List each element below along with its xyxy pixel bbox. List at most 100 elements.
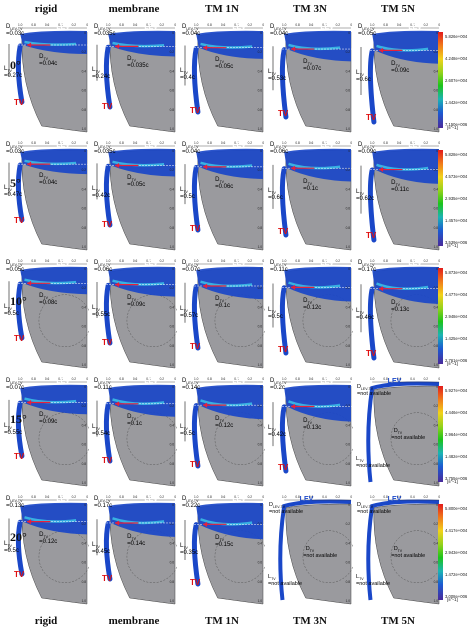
reference-circle — [214, 412, 265, 465]
right-axis-tick: 0.6 — [82, 443, 87, 447]
right-axis-tick: 0 — [348, 503, 350, 507]
d-tv-value: =0.09c — [39, 419, 58, 426]
flow-visualization: 1.0 0.8 0.6 0.4 0.2 00 0.2 0.4 0.6 0.8 1.0 — [3, 377, 89, 487]
right-axis-tick: 0.2 — [346, 168, 351, 172]
d-subscript: LEV-TV — [274, 27, 287, 32]
top-axis-tick: 0.2 — [160, 495, 165, 499]
colorbar-unit: [s^-1] — [447, 479, 458, 484]
arrow-head — [203, 283, 208, 289]
right-axis-tick: 0.8 — [258, 108, 263, 112]
top-axis-tick: 0.2 — [72, 23, 77, 27]
l-subscript: TV — [95, 426, 100, 431]
top-axis-tick: 0 — [174, 495, 176, 499]
d-symbol: D — [94, 24, 99, 30]
top-axis-tick: 1.0 — [282, 259, 287, 263]
d-subscript: TV — [397, 431, 403, 436]
d-lev-tv-label: DLEV-TV — [94, 378, 110, 386]
right-axis-tick: 0 — [260, 149, 262, 153]
d-lev-tv-value: =0.035c — [94, 149, 116, 155]
colorbar-tick: 5.927e+004 — [445, 388, 468, 393]
right-axis-tick: 0.4 — [258, 423, 263, 427]
tip-vortex — [279, 404, 289, 474]
right-axis-tick: 0.2 — [434, 286, 439, 290]
lev-region — [108, 502, 175, 537]
d-symbol: D — [270, 142, 275, 148]
column-header-top: TM 5N — [381, 3, 415, 15]
tip-vortex — [191, 522, 201, 587]
colorbar-tick: 1.472e+004 — [445, 572, 468, 577]
d-subscript: TV — [219, 538, 224, 543]
d-symbol: D — [391, 299, 396, 306]
l-symbol: L — [92, 423, 96, 430]
right-axis-tick: 0 — [436, 31, 438, 35]
l-tv-label: LTV — [92, 305, 100, 313]
d-lev-tv-label: DLEV-TV — [6, 496, 22, 504]
top-axis-tick: 0 — [262, 495, 264, 499]
l-tv-value: =0.24c — [92, 73, 111, 80]
right-axis-tick: 0.8 — [346, 226, 351, 230]
d-subscript: LEV-TV — [360, 505, 374, 510]
d-symbol: D — [39, 412, 44, 419]
l-symbol: L — [356, 188, 360, 195]
d-symbol: D — [358, 142, 363, 148]
d-tv-value: =0.05c — [215, 64, 234, 71]
d-tv-value: =0.06c — [215, 183, 234, 190]
d-subscript: LEV-TV — [10, 499, 23, 504]
right-axis-tick: 0.4 — [434, 305, 439, 309]
arrow-head — [27, 519, 32, 525]
arrow-head — [291, 165, 296, 171]
right-axis-tick: 0.6 — [82, 561, 87, 565]
tv-label: TV — [14, 98, 25, 107]
right-axis-tick: 0 — [436, 503, 438, 507]
flow-visualization: 1.0 0.8 0.6 0.4 0.2 00 0.2 0.4 0.6 0.8 1.0 — [3, 495, 89, 605]
right-axis-tick: 0.6 — [346, 443, 351, 447]
d-lev-tv-label: DLEV-TV — [358, 260, 374, 268]
d-tv-value: =0.15c — [215, 542, 234, 549]
d-symbol: D — [303, 178, 308, 185]
tip-vortex — [367, 286, 377, 361]
d-subscript: TV — [307, 62, 312, 67]
top-axis-tick: 0 — [438, 495, 440, 499]
colorbar-tick: 3.755e+006 — [445, 476, 468, 481]
right-axis-tick: 0 — [84, 503, 86, 507]
top-axis-tick: 0.2 — [72, 495, 77, 499]
d-symbol: D — [182, 142, 187, 148]
top-axis-tick: 0.6 — [221, 495, 226, 499]
right-axis-tick: 0.4 — [170, 187, 175, 191]
angle-label: 0° — [10, 58, 21, 72]
top-axis-tick: 0.8 — [119, 495, 124, 499]
colorbar-tick: 4.417e+004 — [445, 528, 468, 533]
d-tv-label: DTV — [39, 532, 48, 540]
right-axis-tick: 0.8 — [434, 344, 439, 348]
d-symbol: D — [6, 260, 11, 266]
d-lev-tv-label: DLEV-TV — [270, 24, 286, 32]
right-axis-tick: 0.2 — [346, 286, 351, 290]
d-symbol: D — [393, 546, 398, 552]
d-symbol: D — [127, 55, 132, 62]
right-axis-tick: 0.2 — [258, 404, 263, 408]
top-axis-tick: 0 — [438, 23, 440, 27]
column-header-bottom: membrane — [108, 615, 160, 627]
tv-label: TV — [14, 216, 25, 225]
l-symbol: L — [356, 69, 360, 76]
d-subscript: LEV-TV — [10, 145, 23, 150]
right-axis-tick: 0.2 — [258, 522, 263, 526]
l-subscript: TV — [95, 545, 100, 550]
top-axis-tick: 0.2 — [160, 23, 165, 27]
d-tv-value: =0.04c — [39, 61, 58, 67]
d-subscript: TV — [43, 57, 48, 62]
top-axis-tick: 0.6 — [133, 377, 138, 381]
top-axis-tick: 0.6 — [221, 259, 226, 263]
right-axis-tick: 1.0 — [82, 481, 87, 485]
d-lev-tv-label: DLEV-TV — [182, 260, 198, 268]
arrow-head — [27, 161, 32, 167]
tip-vortex — [103, 520, 113, 582]
l-subscript: TV — [359, 577, 364, 582]
column-header-bottom: rigid — [34, 615, 58, 627]
flow-visualization: 1.0 0.8 0.6 0.4 0.2 00 0.2 0.4 0.6 0.8 1.0 — [278, 495, 353, 605]
reference-circle — [302, 294, 353, 347]
colorbar: 5.828e+004 4.573e+004 2.935e+004 1.457e+004… — [438, 146, 474, 250]
tip-vortex — [279, 285, 289, 356]
